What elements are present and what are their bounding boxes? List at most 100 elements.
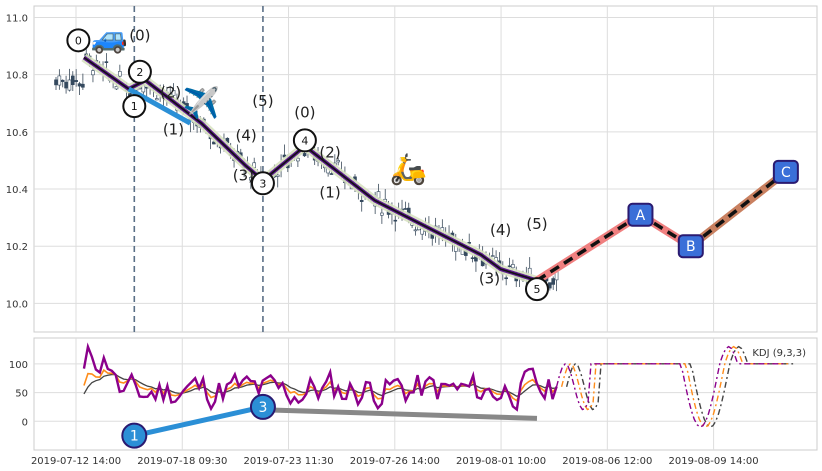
kdj-grey-line [262,407,538,421]
wave-circle [122,94,147,119]
wave-label: (3) [479,269,500,287]
projection-dash [536,213,642,283]
projection-marker-label: C [781,165,791,181]
projection-dash [689,170,787,248]
price-tick-label: 10.4 [6,185,28,196]
candle-body [77,83,82,87]
candle-body [104,61,109,63]
candle-body [57,75,62,86]
scooter-icon: 🛵 [390,152,427,187]
wave-label: (2) [160,84,181,102]
candle-body [64,81,68,89]
blue-leg-line [127,86,192,126]
candle-body [118,71,122,77]
wave-label: (3) [233,166,254,184]
candle-body [91,70,95,76]
price-y-axis: 10.0 10.2 10.4 10.6 10.8 11.0 [6,13,28,310]
candle-body [336,160,340,163]
candle-body [393,219,398,222]
candle-body [74,80,78,82]
projection-marker-label: B [686,239,696,255]
wave-label: (5) [526,215,547,233]
wave-label: (1) [163,121,184,139]
wave-label: (0) [129,26,150,44]
candle-body [380,212,384,216]
kdj-legend: KDJ (9,3,3) [752,348,806,359]
chart-icons: 🚙 ✈️ 🛵 [90,20,427,187]
candle-body [67,79,72,91]
wave-label: (5) [252,92,273,110]
x-tick-label: 2019-07-18 09:30 [137,456,227,467]
price-tick-label: 11.0 [6,13,28,24]
candle-body [329,173,334,175]
kdj-marker-label: 1 [130,429,139,445]
kdj-j-line [82,342,558,412]
wave-circle [292,128,317,153]
wave-circle [524,277,549,302]
kdj-blue-line [133,404,264,439]
wave-circle-label: 4 [301,134,308,147]
candle-body [504,277,508,280]
wave-label: (4) [490,221,511,239]
airplane-icon: ✈️ [183,84,220,121]
kdj-proj-j-line [555,345,784,428]
candle-body [413,229,418,232]
candle-body [467,242,472,244]
projection-marker [677,234,704,259]
kdj-lines [82,342,794,428]
x-tick-label: 2019-08-01 10:00 [456,456,546,467]
candle-body [296,157,300,162]
wave-circle-label: 1 [131,100,138,113]
projection-marker-label: A [636,208,646,224]
candle-body [511,264,515,269]
kdj-y-axis: 0 50 100 [9,360,28,428]
candle-body [302,153,307,157]
candle-body [70,75,75,86]
candle-body [551,278,556,285]
candle-body [275,174,280,177]
car-icon: 🚙 [90,20,127,55]
wave-circle [127,59,152,84]
kdj-marker [249,393,276,420]
candle-body [60,79,65,82]
wave-circle-label: 5 [533,283,540,296]
candle-body [470,257,475,260]
candle-body [154,98,159,101]
price-tick-label: 10.6 [6,128,28,139]
wave-circle [250,171,275,196]
kdj-tick-label: 0 [22,417,28,428]
x-tick-label: 2019-07-26 14:00 [350,456,440,467]
projection-marker [772,159,799,184]
wave-label: (2) [319,144,340,162]
x-tick-label: 2019-07-12 14:00 [31,456,121,467]
wave-projection: A B C [532,159,799,285]
x-tick-label: 2019-08-09 14:00 [669,456,759,467]
kdj-markers: 13 [121,393,538,449]
candle-body [403,208,408,210]
x-axis: 2019-07-12 14:00 2019-07-18 09:30 2019-07-… [31,456,759,467]
price-tick-label: 10.8 [6,71,28,82]
candle-body [507,265,512,268]
price-tick-label: 10.2 [6,242,28,253]
candle-body [212,141,216,145]
projection-marker [627,202,654,227]
wave-circle-label: 2 [136,66,143,79]
x-tick-label: 2019-08-06 12:00 [562,456,652,467]
price-tick-label: 10.0 [6,299,28,310]
wave-circle-label: 3 [259,177,266,190]
wave-label: (1) [319,184,340,202]
wave-circle-label: 0 [75,34,82,47]
candle-body [81,83,85,88]
price-panel-frame [33,5,818,333]
candle-body [490,255,495,257]
wave-label: (4) [236,126,257,144]
wave-labels: (0) (2) (1) (5) (4) (3) (0) (2) (1) (4) (5) (3) 0 2 1 4… [66,26,549,302]
wave-label: (0) [294,104,315,122]
candle-body [54,79,58,86]
kdj-tick-label: 50 [15,389,28,400]
kdj-marker [121,422,148,449]
kdj-tick-label: 100 [9,360,28,371]
wave-circle [66,28,91,53]
kdj-marker-label: 3 [258,400,267,416]
